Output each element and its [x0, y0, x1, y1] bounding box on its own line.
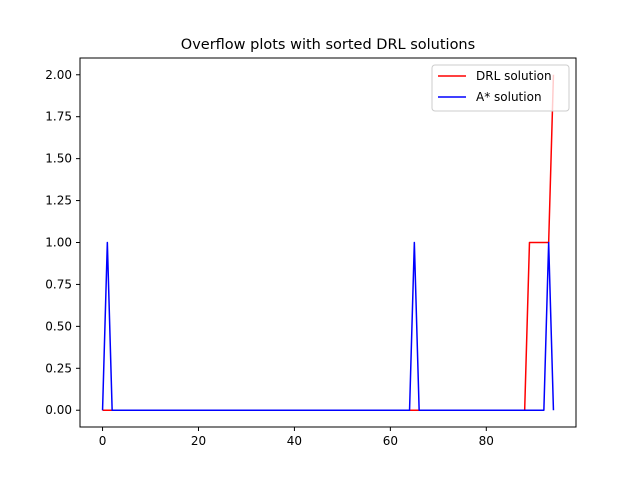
legend-label-astar: A* solution: [476, 90, 542, 104]
chart-title: Overflow plots with sorted DRL solutions: [181, 37, 475, 53]
y-tick-label: 1.50: [45, 152, 72, 166]
x-tick-label: 80: [479, 434, 494, 448]
series-lines: [101, 74, 555, 411]
y-axis: 0.00 0.25 0.50 0.75 1.00 1.25 1.50 1.75 2.00: [45, 68, 80, 417]
y-tick-label: 1.00: [45, 236, 72, 250]
y-tick-label: 0.75: [45, 277, 72, 291]
y-tick-label: 1.75: [45, 110, 72, 124]
x-tick-label: 40: [287, 434, 302, 448]
y-tick-label: 0.25: [45, 361, 72, 375]
legend: DRL solution A* solution: [431, 64, 570, 112]
legend-box: [431, 64, 570, 112]
legend-label-drl: DRL solution: [476, 69, 552, 83]
plot-area: 0 20 40 60 80 0.00 0.25 0.50 0.75 1.00 1.25 1.50 1.…: [45, 57, 577, 448]
astar-solution-line: [101, 241, 555, 411]
x-tick-label: 20: [191, 434, 206, 448]
x-tick-label: 0: [99, 434, 107, 448]
y-tick-label: 0.00: [45, 403, 72, 417]
y-tick-label: 2.00: [45, 68, 72, 82]
y-tick-label: 0.50: [45, 319, 72, 333]
y-tick-label: 1.25: [45, 194, 72, 208]
x-axis: 0 20 40 60 80: [99, 427, 494, 448]
x-tick-label: 60: [383, 434, 398, 448]
